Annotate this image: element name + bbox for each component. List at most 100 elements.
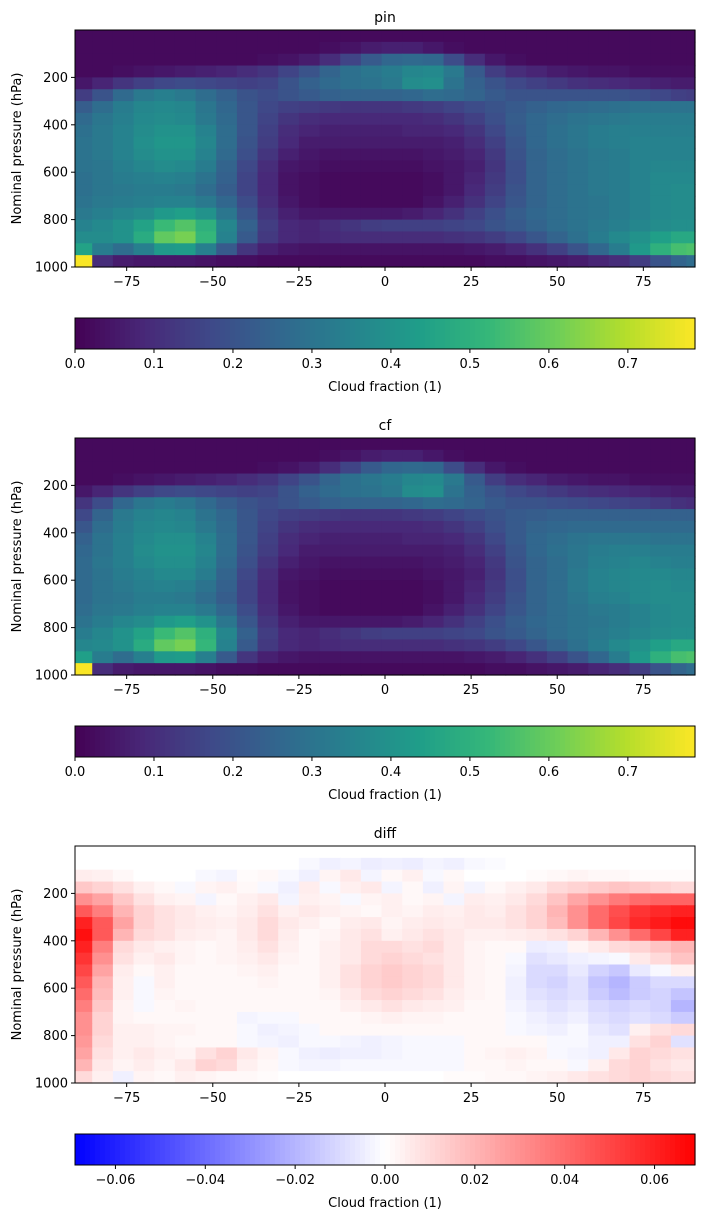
heatmap-cell <box>629 1000 651 1013</box>
colorbar-segment <box>265 318 271 349</box>
heatmap-cell <box>92 592 114 605</box>
heatmap-cell <box>340 77 362 90</box>
heatmap-cell <box>484 520 507 534</box>
colorbar-segment <box>230 1134 236 1165</box>
heatmap-cell <box>443 639 465 652</box>
heatmap-cell <box>278 41 300 55</box>
heatmap-cell <box>154 89 176 102</box>
heatmap-cell <box>174 136 197 150</box>
heatmap-cell <box>686 627 696 641</box>
heatmap-cell <box>298 928 321 942</box>
heatmap-cell <box>257 846 279 859</box>
heatmap-cell <box>443 438 465 451</box>
heatmap-cell <box>526 497 548 510</box>
heatmap-cell <box>298 184 321 197</box>
colorbar-tick-label: −0.06 <box>96 1173 136 1188</box>
heatmap-cell <box>216 136 238 150</box>
colorbar-segment <box>465 1134 471 1165</box>
heatmap-cell <box>402 461 424 475</box>
heatmap-cell <box>133 568 155 581</box>
colorbar-segment <box>545 726 551 757</box>
heatmap-cell <box>133 639 155 652</box>
heatmap-cell <box>422 184 445 197</box>
heatmap-cell <box>112 917 135 930</box>
heatmap-cell <box>112 857 135 871</box>
colorbar-tick-label: 0.06 <box>640 1173 669 1188</box>
colorbar-segment <box>220 318 226 349</box>
colorbar-segment <box>145 318 151 349</box>
colorbar-segment <box>345 726 351 757</box>
heatmap-cell <box>650 101 672 114</box>
heatmap-cell <box>402 1023 424 1037</box>
heatmap-cell <box>526 1071 548 1084</box>
heatmap-cell <box>526 1059 548 1072</box>
heatmap-cell <box>278 112 300 126</box>
colorbar-segment <box>90 1134 96 1165</box>
heatmap-cell <box>216 65 238 78</box>
colorbar-label: Cloud fraction (1) <box>328 380 442 395</box>
colorbar-segment <box>605 1134 611 1165</box>
heatmap-cell <box>195 65 217 78</box>
heatmap-cell <box>381 1000 403 1013</box>
heatmap-cell <box>484 497 507 510</box>
colorbar-segment <box>270 318 276 349</box>
colorbar-segment <box>145 1134 151 1165</box>
heatmap-cell <box>505 160 527 173</box>
heatmap-cell <box>319 651 341 664</box>
colorbar-segment <box>145 726 151 757</box>
heatmap-cell <box>402 1011 424 1025</box>
heatmap-cell <box>195 124 217 138</box>
heatmap-cell <box>216 603 238 617</box>
heatmap-cell <box>174 869 197 883</box>
x-axis-ticks: −75 −50 −25 0 25 50 75 <box>113 267 652 290</box>
heatmap-cell <box>484 485 507 498</box>
heatmap-cell <box>133 160 155 173</box>
colorbar-segment <box>165 1134 171 1165</box>
heatmap-cell <box>278 520 300 534</box>
heatmap-cell <box>216 112 238 126</box>
heatmap-cell <box>546 497 569 510</box>
heatmap-cell <box>195 893 217 906</box>
colorbar-segment <box>435 726 441 757</box>
heatmap-cell <box>443 449 465 463</box>
heatmap-cell <box>686 255 696 268</box>
heatmap-cell <box>319 77 341 90</box>
heatmap-cell <box>505 207 527 221</box>
colorbar-segment <box>340 726 346 757</box>
colorbar-segment <box>420 318 426 349</box>
colorbar-segment <box>625 1134 631 1165</box>
colorbar-segment <box>275 1134 281 1165</box>
heatmap-cell <box>567 136 589 150</box>
heatmap-cell <box>112 592 135 605</box>
heatmap-cell <box>340 231 362 244</box>
colorbar-segment <box>165 726 171 757</box>
heatmap-cell <box>195 1059 217 1072</box>
colorbar-segment <box>495 726 501 757</box>
heatmap-cell <box>526 1047 548 1060</box>
heatmap-cell <box>588 1071 610 1084</box>
heatmap-cell <box>686 449 696 463</box>
heatmap-cell <box>588 1000 610 1013</box>
heatmap-cell <box>360 1071 383 1084</box>
heatmap-cell <box>92 1059 114 1072</box>
heatmap-cell <box>195 172 217 185</box>
colorbar-segment <box>100 726 106 757</box>
heatmap-cell <box>422 207 445 221</box>
heatmap-cell <box>216 438 238 451</box>
heatmap-cell <box>526 592 548 605</box>
x-tick-label: 50 <box>549 683 566 698</box>
heatmap-cell <box>670 580 687 593</box>
colorbar-tick-label: 0.7 <box>618 765 639 780</box>
heatmap-cell <box>340 988 362 1001</box>
heatmap-cell <box>195 231 217 244</box>
heatmap-cell <box>319 568 341 581</box>
heatmap-cell <box>650 592 672 605</box>
heatmap-cell <box>75 231 93 244</box>
heatmap-cell <box>257 988 279 1001</box>
heatmap-cell <box>484 544 507 558</box>
colorbar-segment <box>205 318 211 349</box>
heatmap-cell <box>670 184 687 197</box>
heatmap-cell <box>443 1023 465 1037</box>
colorbar-segment <box>640 318 646 349</box>
